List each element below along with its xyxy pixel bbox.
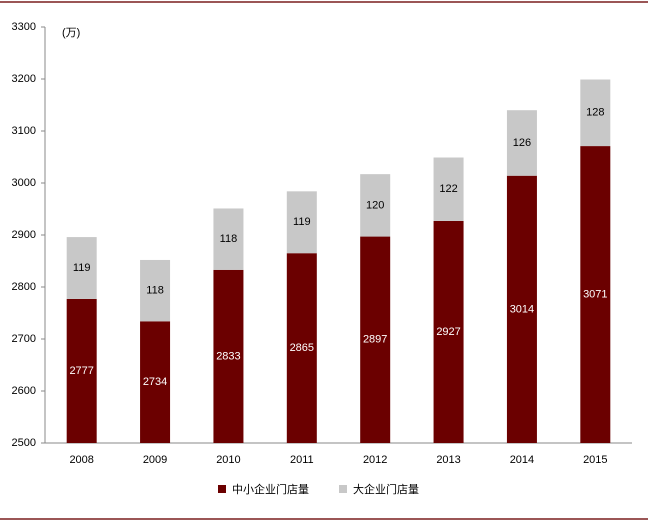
x-tick-label: 2009 xyxy=(143,454,167,466)
bar-segment xyxy=(360,174,391,237)
y-tick-label: 3000 xyxy=(12,177,36,189)
y-tick-label: 3200 xyxy=(12,73,36,85)
y-tick-label: 2500 xyxy=(12,437,36,449)
bar-segment xyxy=(213,208,244,270)
y-tick-label: 2800 xyxy=(12,281,36,293)
legend-label: 大企业门店量 xyxy=(353,482,419,496)
x-tick-label: 2008 xyxy=(69,454,93,466)
unit-annotation: (万) xyxy=(62,27,80,39)
data-label: 2734 xyxy=(143,376,167,388)
data-label: 120 xyxy=(366,199,384,211)
bar-segment xyxy=(506,175,537,443)
bar-segment xyxy=(506,110,537,176)
bar-segment xyxy=(66,237,97,299)
data-label: 2777 xyxy=(69,365,93,377)
data-label: 2927 xyxy=(436,326,460,338)
data-label: 119 xyxy=(293,216,311,228)
x-tick-label: 2012 xyxy=(363,454,387,466)
x-tick-label: 2013 xyxy=(436,454,460,466)
data-label: 3014 xyxy=(510,303,534,315)
legend-swatch xyxy=(218,485,226,493)
bar-segment xyxy=(580,79,611,147)
x-tick-label: 2014 xyxy=(510,454,534,466)
x-tick-label: 2015 xyxy=(583,454,607,466)
x-tick-label: 2010 xyxy=(216,454,240,466)
bar-segment xyxy=(580,146,611,443)
bar-segment xyxy=(140,259,171,322)
bar-segment xyxy=(286,253,317,443)
data-label: 122 xyxy=(439,183,457,195)
y-tick-label: 3100 xyxy=(12,125,36,137)
data-label: 118 xyxy=(146,285,164,297)
legend-label: 中小企业门店量 xyxy=(232,482,309,496)
bar-segment xyxy=(360,236,391,443)
bar-segment xyxy=(286,191,317,254)
data-label: 2865 xyxy=(290,342,314,354)
bar-segment xyxy=(66,298,97,443)
bar-segment xyxy=(140,321,171,443)
data-label: 126 xyxy=(513,137,531,149)
y-tick-label: 2700 xyxy=(12,333,36,345)
legend-swatch xyxy=(339,485,347,493)
y-tick-label: 3300 xyxy=(12,21,36,33)
bar-segment xyxy=(433,157,464,221)
bar-segment xyxy=(433,220,464,443)
x-tick-label: 2011 xyxy=(290,454,314,466)
data-label: 128 xyxy=(586,107,604,119)
data-label: 118 xyxy=(220,233,238,245)
data-label: 3071 xyxy=(583,288,607,300)
data-label: 2833 xyxy=(216,350,240,362)
y-tick-label: 2600 xyxy=(12,385,36,397)
data-label: 119 xyxy=(73,262,91,274)
bar-segment xyxy=(213,269,244,443)
data-label: 2897 xyxy=(363,334,387,346)
y-tick-label: 2900 xyxy=(12,229,36,241)
